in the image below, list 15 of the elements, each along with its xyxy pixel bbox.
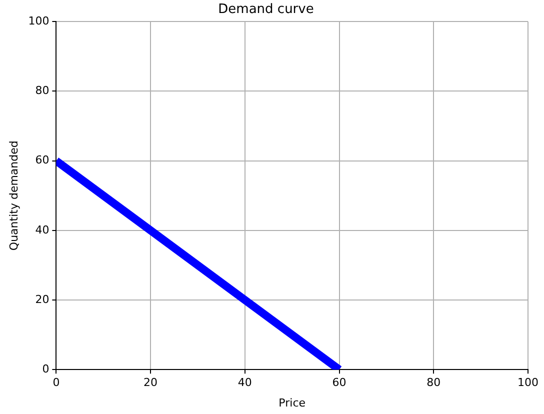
chart-title: Demand curve xyxy=(218,2,314,18)
y-axis-title: Quantity demanded xyxy=(7,140,20,251)
y-tick-label: 40 xyxy=(35,223,50,236)
x-tick-label: 80 xyxy=(426,376,441,390)
x-tick-label: 60 xyxy=(332,376,346,390)
x-tick-label: 100 xyxy=(518,376,538,390)
x-tick-label: 20 xyxy=(144,376,158,390)
y-tick-label: 0 xyxy=(42,362,50,376)
x-tick-label: 0 xyxy=(52,376,60,390)
y-tick-label: 80 xyxy=(35,84,50,98)
y-tick-label: 60 xyxy=(35,154,50,167)
y-tick-label: 100 xyxy=(28,14,50,28)
x-axis-title: Price xyxy=(278,396,306,410)
x-tick-label: 40 xyxy=(238,376,252,390)
y-tick-label: 20 xyxy=(35,292,50,306)
